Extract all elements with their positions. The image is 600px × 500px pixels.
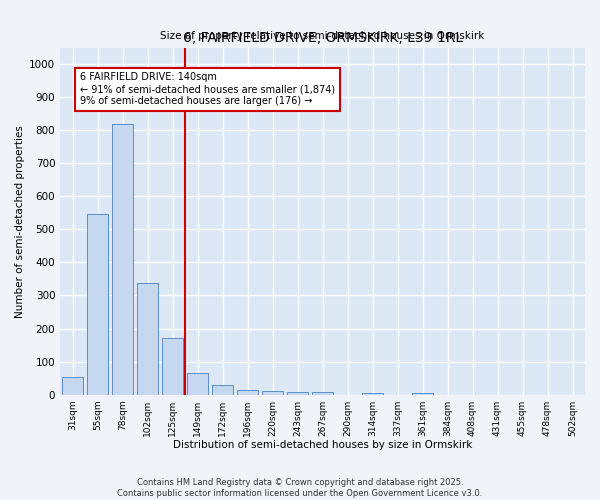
Bar — [312, 392, 333, 394]
Bar — [137, 283, 158, 395]
Bar — [362, 392, 383, 394]
Bar — [62, 378, 83, 394]
Title: 6, FAIRFIELD DRIVE, ORMSKIRK, L39 1RL: 6, FAIRFIELD DRIVE, ORMSKIRK, L39 1RL — [182, 31, 463, 45]
Bar — [187, 373, 208, 394]
Bar — [237, 390, 258, 394]
Text: Contains HM Land Registry data © Crown copyright and database right 2025.
Contai: Contains HM Land Registry data © Crown c… — [118, 478, 482, 498]
Bar — [162, 338, 183, 394]
Bar — [87, 214, 108, 394]
X-axis label: Distribution of semi-detached houses by size in Ormskirk: Distribution of semi-detached houses by … — [173, 440, 472, 450]
Bar — [212, 386, 233, 394]
Bar — [287, 392, 308, 394]
Text: 6 FAIRFIELD DRIVE: 140sqm
← 91% of semi-detached houses are smaller (1,874)
9% o: 6 FAIRFIELD DRIVE: 140sqm ← 91% of semi-… — [80, 72, 335, 106]
Bar — [112, 124, 133, 394]
Bar — [262, 392, 283, 394]
Text: Size of property relative to semi-detached houses in Ormskirk: Size of property relative to semi-detach… — [160, 31, 485, 41]
Y-axis label: Number of semi-detached properties: Number of semi-detached properties — [15, 124, 25, 318]
